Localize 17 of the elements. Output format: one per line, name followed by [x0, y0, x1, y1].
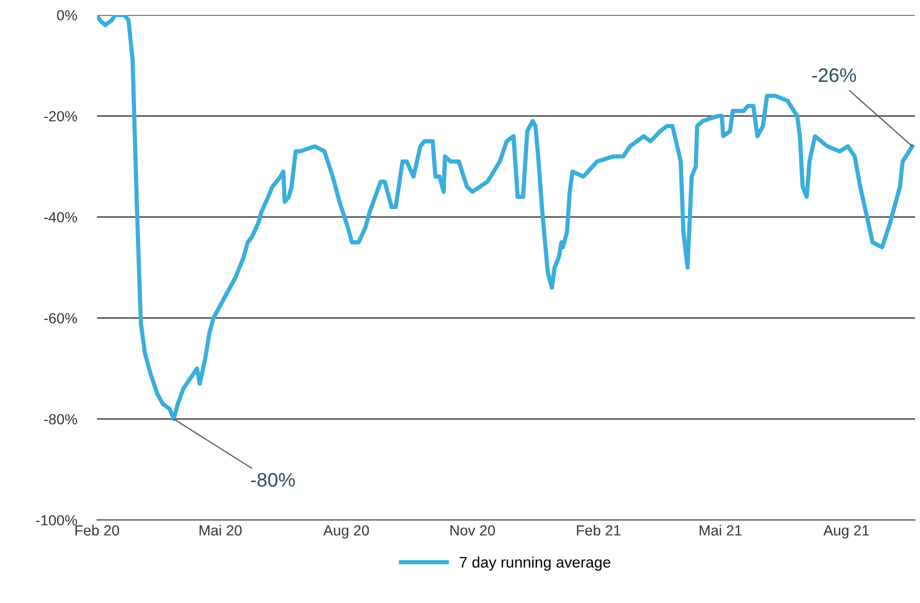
x-tick-label: Aug 20 — [323, 525, 369, 538]
y-tick-label: -40% — [44, 212, 78, 222]
y-tick-label: -80% — [44, 414, 78, 424]
legend-label: 7 day running average — [460, 556, 610, 571]
line-series — [97, 15, 914, 422]
x-tick-label: Feb 21 — [576, 524, 620, 536]
annotation: -80% — [250, 472, 295, 487]
y-tick-label: -20% — [44, 111, 78, 122]
annotation: -26% — [812, 68, 856, 82]
x-tick-label: Nov 20 — [450, 525, 495, 536]
x-tick-label: Mai 21 — [700, 524, 742, 536]
y-tick-label: 0% — [57, 10, 78, 20]
x-tick-label: Feb 20 — [76, 524, 120, 536]
x-tick-label: Aug 21 — [823, 525, 869, 538]
y-tick-label: -100% — [36, 515, 78, 526]
y-tick-label: -60% — [44, 313, 78, 324]
x-tick-label: Mai 20 — [200, 524, 242, 536]
